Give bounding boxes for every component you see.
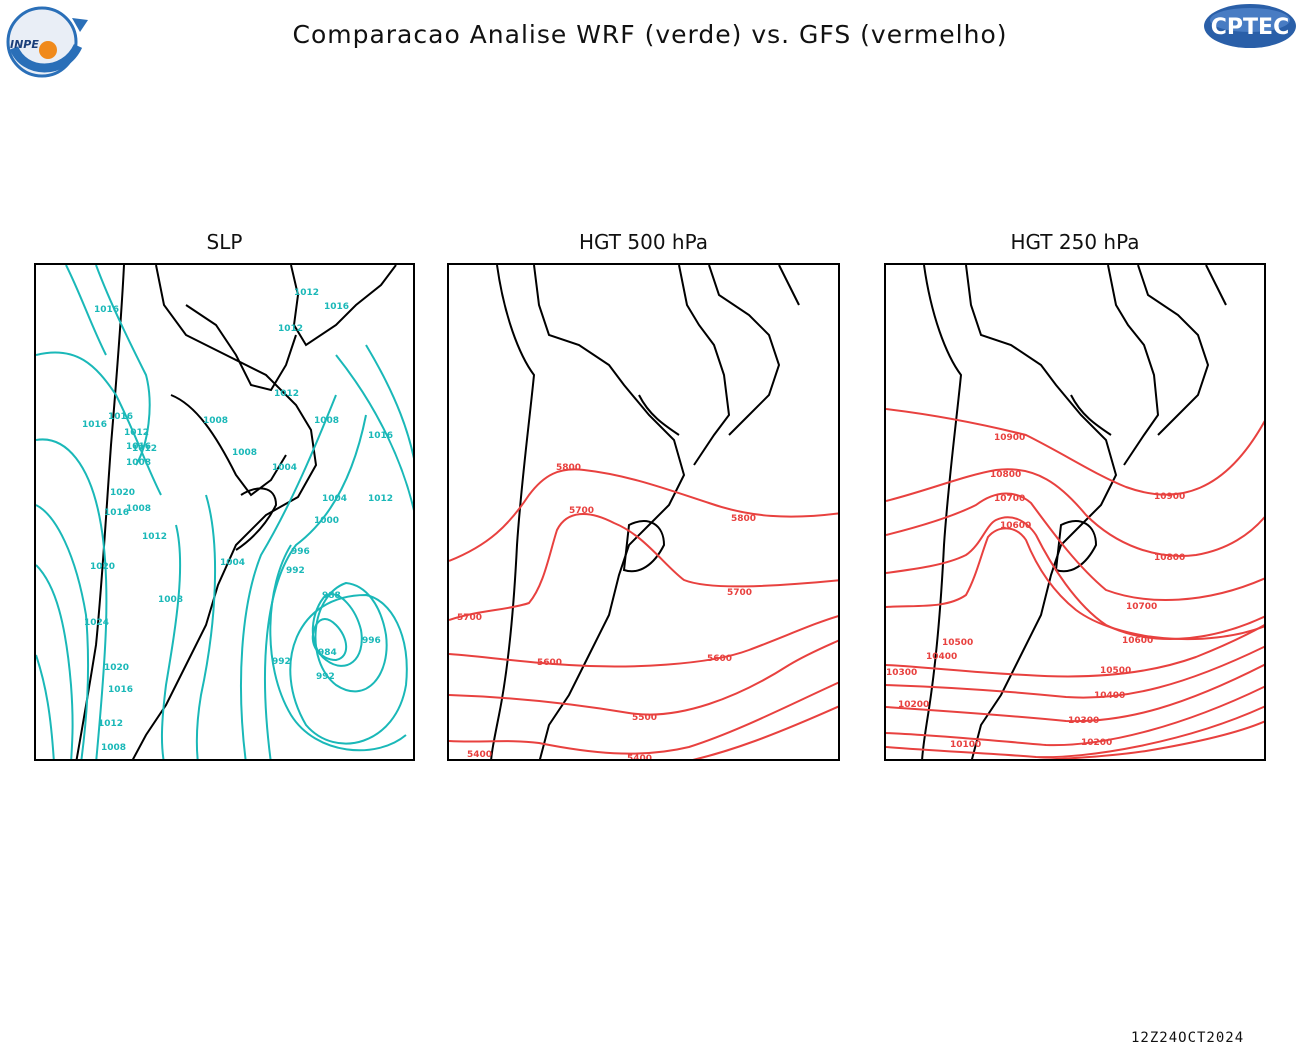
hgt250-label: 10500: [1100, 666, 1131, 676]
slp-label: 1008: [126, 504, 151, 514]
slp-label: 1008: [314, 416, 339, 426]
hgt250-label: 10300: [1068, 716, 1099, 726]
hgt500-label: 5600: [537, 658, 562, 668]
hgt500-label: 5700: [569, 506, 594, 516]
slp-label: 1020: [110, 488, 135, 498]
slp-label: 1012: [274, 389, 299, 399]
slp-label: 1008: [126, 458, 151, 468]
slp-label: 1012: [142, 532, 167, 542]
slp-label: 988: [322, 591, 341, 601]
hgt250-label: 10700: [1126, 602, 1157, 612]
hgt500-label: 5700: [727, 588, 752, 598]
hgt250-label: 10400: [926, 652, 957, 662]
slp-label: 996: [362, 636, 381, 646]
hgt500-coastlines: [490, 265, 800, 759]
slp-label: 1016: [324, 302, 349, 312]
panel-title-hgt250: HGT 250 hPa: [1010, 230, 1140, 254]
slp-label: 1012: [368, 494, 393, 504]
hgt250-label: 10800: [990, 470, 1021, 480]
hgt250-label: 10200: [1081, 738, 1112, 748]
hgt250-label: 10100: [950, 740, 981, 750]
hgt500-label: 5400: [627, 754, 652, 761]
slp-label: 996: [291, 547, 310, 557]
hgt250-label: 10700: [994, 494, 1025, 504]
slp-label: 1012: [98, 719, 123, 729]
hgt250-label: 10400: [1094, 691, 1125, 701]
slp-label: 992: [272, 657, 291, 667]
slp-label: 1008: [158, 595, 183, 605]
hgt500-label: 5800: [731, 514, 756, 524]
svg-text:CPTEC: CPTEC: [1211, 15, 1289, 40]
hgt250-label: 10600: [1000, 521, 1031, 531]
hgt250-label: 10500: [942, 638, 973, 648]
cptec-logo: CPTEC: [1202, 2, 1298, 50]
slp-label: 1016: [108, 685, 133, 695]
slp-label: 984: [318, 648, 337, 658]
slp-label: 1020: [90, 562, 115, 572]
slp-label: 1016: [108, 412, 133, 422]
slp-label: 1012: [132, 444, 157, 454]
panel-title-slp: SLP: [206, 230, 243, 254]
slp-label: 1008: [232, 448, 257, 458]
hgt250-label: 10900: [994, 433, 1025, 443]
inpe-logo: INPE: [2, 2, 92, 80]
hgt250-label: 10900: [1154, 492, 1185, 502]
slp-label: 1000: [314, 516, 339, 526]
slp-label: 1016: [126, 442, 151, 452]
page-title: Comparacao Analise WRF (verde) vs. GFS (…: [292, 20, 1008, 49]
hgt250-label: 10800: [1154, 553, 1185, 563]
analysis-timestamp: 12Z24OCT2024: [1131, 1030, 1245, 1046]
hgt250-label: 10200: [898, 700, 929, 710]
slp-label: 1012: [124, 428, 149, 438]
slp-isobars: [36, 265, 413, 759]
hgt250-coastlines: [921, 265, 1227, 759]
slp-label: 1016: [368, 431, 393, 441]
slp-label: 1004: [220, 558, 245, 568]
slp-label: 1024: [84, 618, 109, 628]
hgt500-label: 5600: [707, 654, 732, 664]
slp-label: 1004: [272, 463, 297, 473]
hgt250-contours: [886, 408, 1264, 759]
slp-label: 1012: [278, 324, 303, 334]
hgt500-contours: [449, 468, 838, 759]
map-panel-hgt500: 5800 5700 5800 5700 5700 5600 5600 5500 …: [447, 263, 840, 761]
hgt250-map: 10900 10800 10900 10700 10600 10800 1070…: [886, 265, 1264, 759]
hgt500-contour-labels: 5800 5700 5800 5700 5700 5600 5600 5500 …: [457, 463, 756, 761]
slp-label: 1016: [82, 420, 107, 430]
slp-label: 1020: [104, 663, 129, 673]
hgt500-label: 5800: [556, 463, 581, 473]
slp-label: 1016: [104, 508, 129, 518]
hgt500-label: 5400: [467, 750, 492, 760]
hgt250-label: 10600: [1122, 636, 1153, 646]
slp-map: 1012 1016 1016 1012 1012 1016 1008 1008 …: [36, 265, 413, 759]
hgt500-label: 5500: [632, 713, 657, 723]
hgt500-map: 5800 5700 5800 5700 5700 5600 5600 5500 …: [449, 265, 838, 761]
slp-label: 992: [286, 566, 305, 576]
slp-label: 1012: [294, 288, 319, 298]
slp-label: 1008: [101, 743, 126, 753]
panel-title-hgt500: HGT 500 hPa: [578, 230, 709, 254]
hgt500-label: 5700: [457, 613, 482, 623]
slp-label: 1004: [322, 494, 347, 504]
slp-label: 1016: [94, 305, 119, 315]
hgt250-label: 10300: [886, 668, 917, 678]
map-panel-slp: 1012 1016 1016 1012 1012 1016 1008 1008 …: [34, 263, 415, 761]
slp-label: 992: [316, 672, 335, 682]
slp-label: 1008: [203, 416, 228, 426]
svg-text:INPE: INPE: [10, 38, 39, 51]
hgt250-contour-labels: 10900 10800 10900 10700 10600 10800 1070…: [886, 433, 1185, 750]
map-panel-hgt250: 10900 10800 10900 10700 10600 10800 1070…: [884, 263, 1266, 761]
slp-contour-labels: 1012 1016 1016 1012 1012 1016 1008 1008 …: [82, 288, 393, 753]
